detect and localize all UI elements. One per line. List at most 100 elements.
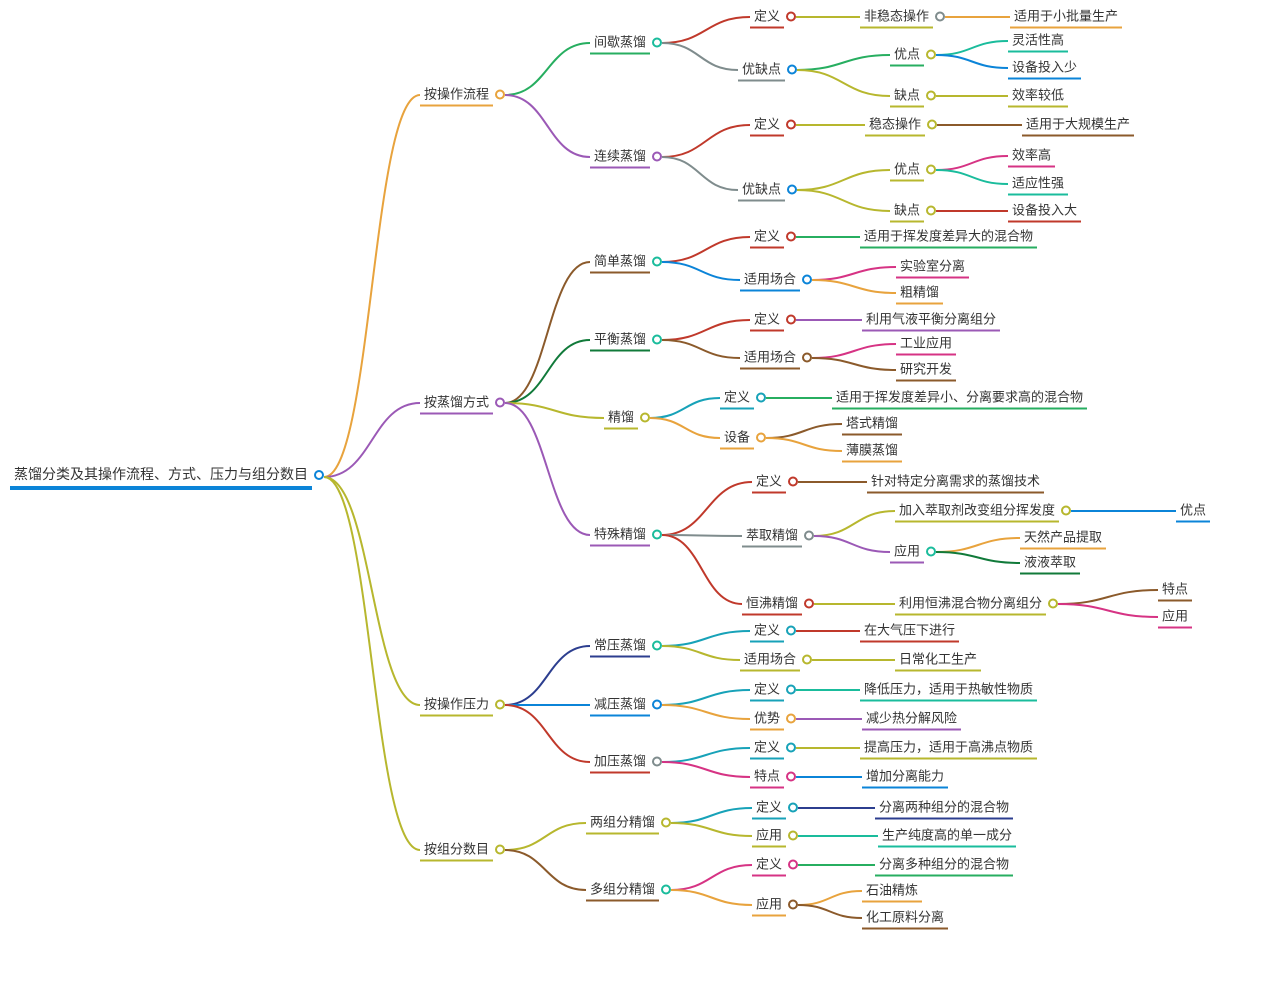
mindmap-node[interactable]: 利用气液平衡分离组分 [862,309,1000,332]
mindmap-node[interactable]: 按蒸馏方式 [420,392,505,415]
node-connector-dot [652,256,662,266]
mindmap-node[interactable]: 适用场合 [740,347,812,370]
mindmap-node[interactable]: 简单蒸馏 [590,251,662,274]
node-label: 加压蒸馏 [590,751,650,774]
mindmap-node[interactable]: 效率高 [1008,145,1055,168]
mindmap-node[interactable]: 定义 [750,737,796,760]
mindmap-edge [662,262,740,280]
mindmap-root[interactable]: 蒸馏分类及其操作流程、方式、压力与组分数目 [10,464,324,490]
mindmap-node[interactable]: 特点 [1158,579,1192,602]
mindmap-node[interactable]: 日常化工生产 [895,649,981,672]
mindmap-edge [814,511,895,536]
mindmap-node[interactable]: 缺点 [890,200,936,223]
mindmap-node[interactable]: 优点 [1176,500,1210,523]
mindmap-edge [505,403,604,418]
mindmap-node[interactable]: 适用场合 [740,269,812,292]
node-label: 设备投入少 [1008,57,1081,80]
mindmap-node[interactable]: 按操作压力 [420,694,505,717]
mindmap-edge [671,865,752,890]
mindmap-edge [505,43,590,95]
mindmap-node[interactable]: 优势 [750,708,796,731]
mindmap-node[interactable]: 定义 [750,620,796,643]
mindmap-node[interactable]: 加入萃取剂改变组分挥发度 [895,500,1071,523]
mindmap-node[interactable]: 定义 [720,387,766,410]
mindmap-node[interactable]: 应用 [752,894,798,917]
mindmap-node[interactable]: 精馏 [604,407,650,430]
mindmap-node[interactable]: 定义 [752,854,798,877]
mindmap-node[interactable]: 按组分数目 [420,839,505,862]
mindmap-node[interactable]: 多组分精馏 [586,879,671,902]
mindmap-node[interactable]: 设备投入少 [1008,57,1081,80]
mindmap-node[interactable]: 应用 [752,825,798,848]
mindmap-node[interactable]: 应用 [890,541,936,564]
mindmap-node[interactable]: 实验室分离 [896,256,969,279]
mindmap-node[interactable]: 稳态操作 [865,114,937,137]
mindmap-node[interactable]: 薄膜蒸馏 [842,440,902,463]
mindmap-node[interactable]: 设备投入大 [1008,200,1081,223]
mindmap-node[interactable]: 适用场合 [740,649,812,672]
mindmap-node[interactable]: 平衡蒸馏 [590,329,662,352]
mindmap-node[interactable]: 按操作流程 [420,84,505,107]
mindmap-node[interactable]: 两组分精馏 [586,812,671,835]
node-label: 薄膜蒸馏 [842,440,902,463]
mindmap-node[interactable]: 定义 [752,797,798,820]
mindmap-canvas: 蒸馏分类及其操作流程、方式、压力与组分数目 按操作流程按蒸馏方式按操作压力按组分数… [0,0,1282,991]
mindmap-node[interactable]: 适用于挥发度差异大的混合物 [860,226,1037,249]
mindmap-node[interactable]: 塔式精馏 [842,413,902,436]
mindmap-node[interactable]: 定义 [750,679,796,702]
mindmap-node[interactable]: 降低压力，适用于热敏性物质 [860,679,1037,702]
mindmap-node[interactable]: 增加分离能力 [862,766,948,789]
mindmap-node[interactable]: 分离多种组分的混合物 [875,854,1013,877]
mindmap-node[interactable]: 定义 [750,6,796,29]
mindmap-node[interactable]: 粗精馏 [896,282,943,305]
mindmap-node[interactable]: 应用 [1158,606,1192,629]
node-connector-dot [787,184,797,194]
mindmap-node[interactable]: 天然产品提取 [1020,527,1106,550]
mindmap-node[interactable]: 优缺点 [738,59,797,82]
mindmap-node[interactable]: 化工原料分离 [862,907,948,930]
node-connector-dot [788,830,798,840]
mindmap-node[interactable]: 常压蒸馏 [590,635,662,658]
mindmap-node[interactable]: 优缺点 [738,179,797,202]
mindmap-node[interactable]: 定义 [750,226,796,249]
mindmap-node[interactable]: 定义 [750,309,796,332]
mindmap-node[interactable]: 加压蒸馏 [590,751,662,774]
mindmap-node[interactable]: 灵活性高 [1008,30,1068,53]
mindmap-node[interactable]: 适用于小批量生产 [1010,6,1122,29]
mindmap-node[interactable]: 连续蒸馏 [590,146,662,169]
node-label: 特点 [750,766,784,789]
mindmap-node[interactable]: 适应性强 [1008,173,1068,196]
mindmap-node[interactable]: 分离两种组分的混合物 [875,797,1013,820]
mindmap-node[interactable]: 减少热分解风险 [862,708,961,731]
mindmap-edge [766,438,842,451]
mindmap-node[interactable]: 恒沸精馏 [742,593,814,616]
mindmap-node[interactable]: 利用恒沸混合物分离组分 [895,593,1058,616]
mindmap-node[interactable]: 非稳态操作 [860,6,945,29]
mindmap-edge [662,705,750,719]
mindmap-node[interactable]: 间歇蒸馏 [590,32,662,55]
mindmap-node[interactable]: 研究开发 [896,359,956,382]
mindmap-node[interactable]: 萃取精馏 [742,525,814,548]
mindmap-node[interactable]: 定义 [750,114,796,137]
mindmap-node[interactable]: 特点 [750,766,796,789]
mindmap-node[interactable]: 适用于大规模生产 [1022,114,1134,137]
mindmap-node[interactable]: 提高压力，适用于高沸点物质 [860,737,1037,760]
mindmap-node[interactable]: 效率较低 [1008,85,1068,108]
mindmap-node[interactable]: 定义 [752,471,798,494]
mindmap-node[interactable]: 减压蒸馏 [590,694,662,717]
node-label: 利用气液平衡分离组分 [862,309,1000,332]
mindmap-node[interactable]: 设备 [720,427,766,450]
mindmap-node[interactable]: 工业应用 [896,333,956,356]
mindmap-node[interactable]: 生产纯度高的单一成分 [878,825,1016,848]
mindmap-node[interactable]: 优点 [890,44,936,67]
mindmap-node[interactable]: 石油精炼 [862,880,922,903]
mindmap-node[interactable]: 缺点 [890,85,936,108]
mindmap-edge [936,552,1020,563]
mindmap-node[interactable]: 适用于挥发度差异小、分离要求高的混合物 [832,387,1087,410]
mindmap-node[interactable]: 在大气压下进行 [860,620,959,643]
node-connector-dot [495,699,505,709]
mindmap-node[interactable]: 针对特定分离需求的蒸馏技术 [867,471,1044,494]
mindmap-node[interactable]: 液液萃取 [1020,552,1080,575]
mindmap-node[interactable]: 特殊精馏 [590,524,662,547]
mindmap-node[interactable]: 优点 [890,159,936,182]
